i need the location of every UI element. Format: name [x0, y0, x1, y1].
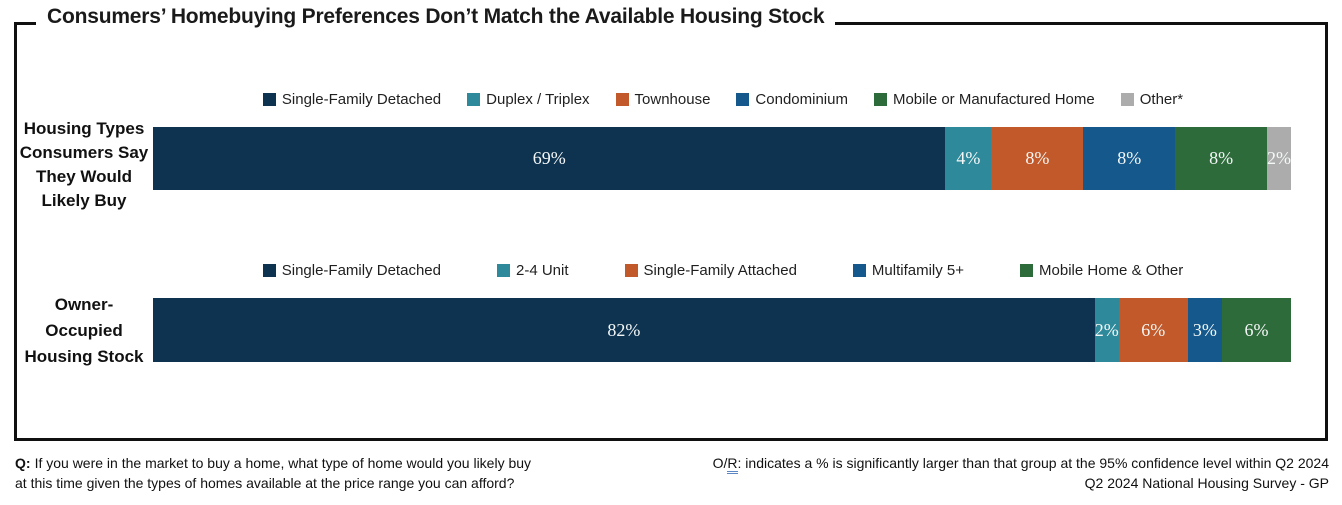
category-label-line: Housing Types: [23, 119, 145, 138]
bar-value-label: 8%: [1025, 148, 1050, 168]
legend-label: Mobile or Manufactured Home: [892, 91, 1095, 108]
legend-label: Single-Family Attached: [643, 262, 797, 279]
legend-item-townhouse: Townhouse: [615, 91, 711, 108]
legend-item-multifamily-5plus: Multifamily 5+: [852, 262, 965, 279]
bar-value-label: 8%: [1209, 148, 1234, 168]
legend-item-condominium: Condominium: [736, 91, 848, 108]
legend-swatch-orange: [615, 93, 629, 106]
bar-segment-mobile-manufactured: 8%: [1175, 127, 1267, 190]
legend-swatch-orange: [624, 264, 638, 277]
bar-value-label: 82%: [607, 319, 641, 340]
question-label: Q:: [15, 455, 31, 471]
significance-note: O/R: indicates a % is significantly larg…: [713, 454, 1329, 494]
legend-item-mobile-home-other: Mobile Home & Other: [1020, 262, 1183, 279]
bar-value-label: 2%: [1094, 319, 1119, 340]
category-label-line: Consumers Say: [19, 143, 149, 162]
category-label-housing-stock: Owner- Occupied Housing Stock: [19, 291, 149, 371]
bar-value-label: 2%: [1267, 148, 1291, 168]
legend-label: Townhouse: [634, 91, 711, 108]
bar-segment-single-family-attached: 6%: [1118, 298, 1188, 362]
stacked-bar-consumer-preferences: 69% 4% 8% 8% 8% 2%: [153, 127, 1291, 190]
legend-swatch-blue: [852, 264, 866, 277]
legend-label: Single-Family Detached: [281, 262, 441, 279]
legend-label: 2-4 Unit: [515, 262, 569, 279]
survey-question-line-1: Q: If you were in the market to buy a hom…: [15, 455, 532, 471]
bar-segment-single-family-detached: 82%: [153, 298, 1095, 362]
legend-item-single-family-detached: Single-Family Detached: [262, 91, 442, 108]
category-label-line: Owner-: [54, 295, 114, 314]
legend-swatch-green: [1020, 264, 1034, 277]
legend-swatch-teal: [467, 93, 481, 106]
legend-item-mobile-manufactured: Mobile or Manufactured Home: [873, 91, 1095, 108]
legend-label: Single-Family Detached: [281, 91, 442, 108]
legend-item-duplex-triplex: Duplex / Triplex: [467, 91, 590, 108]
chart-frame: Single-Family Detached Duplex / Triplex …: [14, 22, 1328, 441]
legend-swatch-teal: [496, 264, 510, 277]
legend-label: Condominium: [755, 91, 848, 108]
category-label-line: Occupied: [45, 321, 123, 340]
legend-consumer-preferences: Single-Family Detached Duplex / Triplex …: [153, 91, 1293, 108]
bar-segment-mobile-home-other: 6%: [1222, 298, 1291, 362]
category-label-line: Likely Buy: [41, 191, 127, 210]
legend-item-2-4-unit: 2-4 Unit: [496, 262, 569, 279]
survey-question-line-2: at this time given the types of homes av…: [15, 474, 515, 491]
survey-question: Q: If you were in the market to buy a hom…: [15, 454, 531, 493]
legend-swatch-navy: [262, 93, 276, 106]
category-label-line: Housing Stock: [24, 347, 144, 366]
bar-value-label: 8%: [1117, 148, 1142, 168]
significance-note-line: O/R: indicates a % is significantly larg…: [713, 454, 1329, 474]
bar-segment-townhouse: 8%: [991, 127, 1084, 190]
bar-value-label: 4%: [956, 148, 981, 168]
legend-label: Other*: [1139, 91, 1184, 108]
bar-segment-single-family-detached: 69%: [153, 127, 946, 190]
source-line: Q2 2024 National Housing Survey - GP: [1084, 475, 1329, 491]
bar-value-label: 3%: [1192, 319, 1217, 340]
stacked-bar-housing-stock: 82% 2% 6% 3% 6%: [153, 298, 1291, 362]
category-label-line: They Would: [35, 167, 132, 186]
chart-title: Consumers’ Homebuying Preferences Don’t …: [36, 5, 836, 29]
r-significance-marker: R: [727, 456, 738, 474]
bar-value-label: 6%: [1244, 319, 1269, 340]
bar-segment-multifamily-5plus: 3%: [1187, 298, 1223, 362]
legend-item-single-family-detached: Single-Family Detached: [262, 262, 441, 279]
legend-label: Duplex / Triplex: [486, 91, 590, 108]
bar-value-label: 69%: [532, 148, 566, 168]
bar-segment-2-4-unit: 2%: [1094, 298, 1119, 362]
legend-item-single-family-attached: Single-Family Attached: [624, 262, 797, 279]
category-label-consumer-preferences: Housing Types Consumers Say They Would L…: [19, 117, 149, 213]
legend-label: Multifamily 5+: [871, 262, 965, 279]
bar-segment-condominium: 8%: [1083, 127, 1176, 190]
legend-swatch-navy: [262, 264, 276, 277]
bar-segment-other: 2%: [1267, 127, 1291, 190]
legend-label: Mobile Home & Other: [1039, 262, 1184, 279]
legend-swatch-gray: [1120, 93, 1134, 106]
bar-value-label: 6%: [1141, 319, 1166, 340]
legend-swatch-blue: [736, 93, 750, 106]
legend-housing-stock: Single-Family Detached 2-4 Unit Single-F…: [153, 262, 1293, 279]
legend-item-other: Other*: [1120, 91, 1184, 108]
bar-segment-duplex-triplex: 4%: [945, 127, 992, 190]
legend-swatch-green: [873, 93, 887, 106]
